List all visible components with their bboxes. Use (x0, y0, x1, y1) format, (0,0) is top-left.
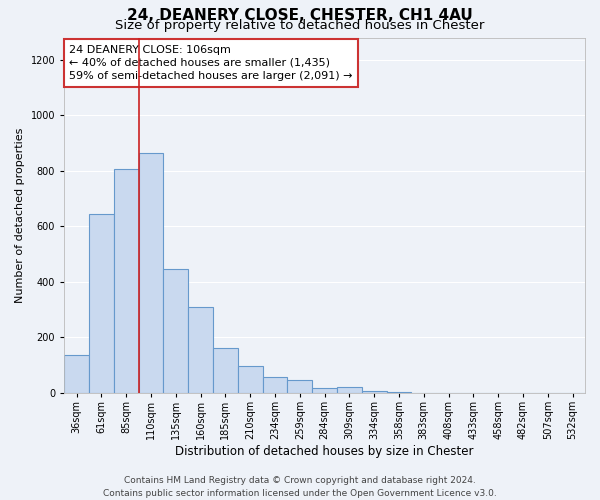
Y-axis label: Number of detached properties: Number of detached properties (15, 128, 25, 302)
Bar (139, 152, 163, 392)
Text: 24 DEANERY CLOSE: 106sqm
← 40% of detached houses are smaller (1,435)
59% of sem: 24 DEANERY CLOSE: 106sqm ← 40% of detach… (70, 44, 353, 81)
Bar (287, 380, 312, 392)
Bar (64, 355, 89, 393)
Bar (163, 269, 188, 392)
Bar (238, 366, 263, 392)
Bar (114, 170, 139, 392)
Bar (312, 388, 337, 392)
Bar (362, 391, 386, 392)
Text: 24, DEANERY CLOSE, CHESTER, CH1 4AU: 24, DEANERY CLOSE, CHESTER, CH1 4AU (127, 8, 473, 22)
Bar (263, 378, 287, 392)
Text: Contains HM Land Registry data © Crown copyright and database right 2024.
Contai: Contains HM Land Registry data © Crown c… (103, 476, 497, 498)
Bar (188, 306, 213, 392)
Bar (337, 387, 362, 392)
Text: Size of property relative to detached houses in Chester: Size of property relative to detached ho… (115, 19, 485, 32)
Bar (89, 214, 114, 392)
Bar (213, 348, 238, 393)
X-axis label: Distribution of detached houses by size in Chester: Distribution of detached houses by size … (175, 444, 474, 458)
